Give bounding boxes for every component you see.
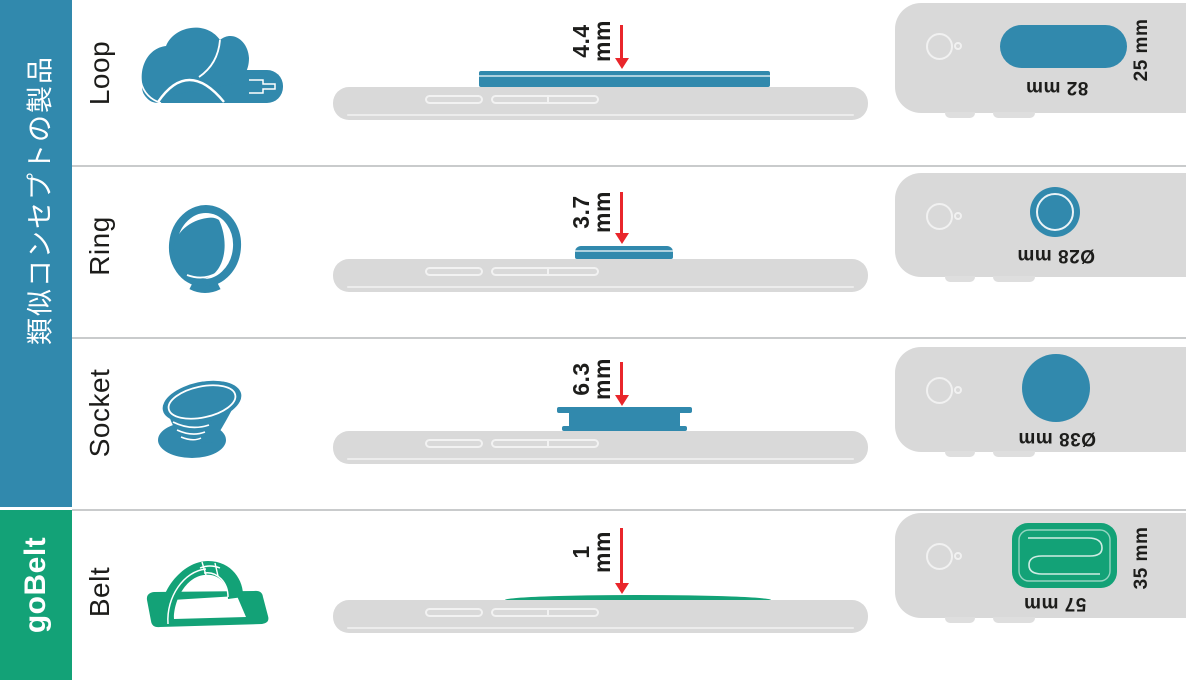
phone-button-icon (491, 95, 599, 104)
phone-edge-button (993, 617, 1035, 623)
row-label-socket: Socket (84, 368, 115, 458)
phone-button-icon (491, 608, 599, 617)
phone-edge-button (945, 112, 975, 118)
socket-illustration (158, 380, 242, 458)
phone-button-icon (425, 95, 483, 104)
belt-footprint (1012, 523, 1117, 588)
thickness-label-ring: 3.7 mm (568, 191, 615, 233)
footprint-width-label: 57 mm (1023, 593, 1087, 614)
camera-icon (926, 203, 953, 230)
phone-edge-button (945, 276, 975, 282)
phone-back-view: 57 mm 35 mm (895, 513, 1186, 623)
phone-button-icon (425, 439, 483, 448)
footprint-diameter-label: Ø38 mm (1018, 428, 1096, 449)
phone-edge-button (993, 112, 1035, 118)
flash-icon (954, 552, 962, 560)
ring-illustration (168, 205, 242, 293)
flash-icon (954, 212, 962, 220)
row-label-loop: Loop (84, 40, 115, 106)
socket-side-flange (557, 407, 692, 413)
phone-button-icon (491, 439, 599, 448)
socket-side-body (569, 413, 680, 427)
phone-edge-button (945, 451, 975, 457)
belt-illustration (146, 561, 269, 628)
thickness-unit: mm (589, 531, 615, 573)
camera-icon (926, 377, 953, 404)
flash-icon (954, 42, 962, 50)
thickness-label-loop: 4.4 mm (568, 20, 615, 62)
socket-side-base (562, 426, 687, 431)
belt-side-profile (505, 595, 771, 600)
arrow-down-icon (614, 362, 629, 406)
loop-illustration (139, 27, 283, 107)
thickness-unit: mm (589, 191, 615, 233)
row-label-ring: Ring (84, 216, 115, 276)
phone-edge-button (993, 451, 1035, 457)
thickness-unit: mm (589, 358, 615, 400)
phone-side-view (333, 87, 868, 120)
phone-side-view (333, 600, 868, 633)
thickness-unit: mm (589, 20, 615, 62)
sidebar-brand-label: goBelt (19, 536, 52, 634)
phone-back-view: 82 mm 25 mm (895, 3, 1186, 118)
thickness-label-belt: 1 mm (568, 531, 615, 573)
belt-strap-icon (1018, 529, 1111, 582)
footprint-height-label: 25 mm (1131, 18, 1152, 82)
ring-footprint-inner (1036, 193, 1074, 231)
row-divider (72, 165, 1186, 167)
thickness-label-socket: 6.3 mm (568, 358, 615, 400)
camera-icon (926, 543, 953, 570)
phone-edge-button (993, 276, 1035, 282)
socket-footprint (1022, 354, 1090, 422)
footprint-diameter-label: Ø28 mm (1017, 245, 1095, 266)
phone-edge-button (945, 617, 975, 623)
loop-footprint (1000, 25, 1127, 68)
sidebar-similar-products (0, 0, 72, 507)
arrow-down-icon (614, 25, 629, 69)
phone-back-view: Ø28 mm (895, 173, 1186, 282)
ring-side-profile (575, 246, 673, 259)
phone-side-view (333, 431, 868, 464)
phone-button-icon (425, 267, 483, 276)
phone-side-view (333, 259, 868, 292)
phone-button-icon (491, 267, 599, 276)
row-divider (72, 509, 1186, 511)
footprint-width-label: 82 mm (1025, 77, 1089, 98)
phone-back-view: Ø38 mm (895, 347, 1186, 457)
sidebar-similar-products-label: 類似コンセプトの製品 (25, 55, 56, 345)
sidebar-gobelt (0, 510, 72, 680)
flash-icon (954, 386, 962, 394)
arrow-down-icon (614, 192, 629, 244)
row-label-belt: Belt (84, 566, 115, 618)
camera-icon (926, 33, 953, 60)
arrow-down-icon (614, 528, 629, 594)
footprint-height-label: 35 mm (1131, 526, 1152, 590)
loop-side-profile (479, 71, 770, 87)
row-divider (72, 337, 1186, 339)
phone-button-icon (425, 608, 483, 617)
